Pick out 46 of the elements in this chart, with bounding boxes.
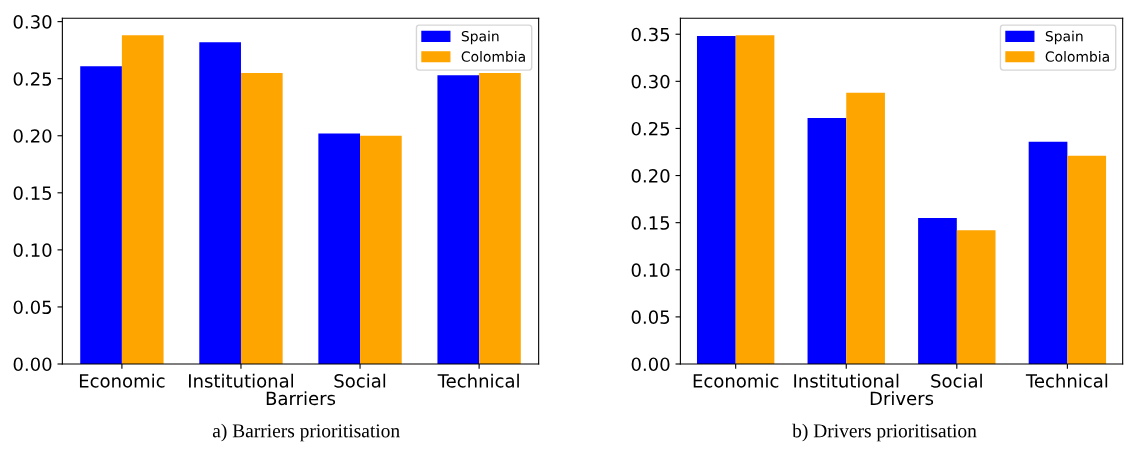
y-tick-label: 0.25 (631, 121, 670, 136)
y-tick-label: 0.05 (13, 300, 52, 315)
x-tick-label: Social (931, 373, 982, 388)
legend-label: Colombia (461, 51, 525, 62)
x-axis-title: Drivers (870, 391, 934, 406)
y-tick-label: 0.15 (13, 186, 52, 200)
y-tick-label: 0.10 (631, 263, 670, 277)
bar (437, 75, 480, 364)
bar (735, 35, 775, 364)
y-tick-label: 0.00 (631, 357, 670, 372)
x-axis-title: Barriers (266, 391, 336, 406)
bar (696, 36, 736, 364)
y-tick-label: 0.30 (13, 15, 52, 29)
bar (121, 35, 164, 364)
bar (918, 217, 957, 364)
bar (807, 118, 847, 364)
y-tick-label: 0.10 (13, 243, 52, 257)
text: b) Drivers prioritisation (792, 423, 977, 442)
x-tick-label: Institutional (794, 373, 899, 388)
bar (80, 66, 122, 364)
legend-label: Spain (1045, 30, 1083, 45)
y-tick-label: 0.20 (13, 129, 52, 143)
x-tick-label: Economic (79, 373, 165, 388)
bar (199, 42, 241, 364)
bar (318, 133, 361, 364)
legend-label: Colombia (1045, 51, 1109, 62)
x-tick-label: Technical (437, 373, 519, 388)
x-tick-label: Social (334, 373, 386, 388)
y-tick-label: 0.00 (13, 357, 52, 372)
bar (240, 72, 283, 364)
bar (360, 135, 402, 364)
y-tick-label: 0.30 (631, 74, 670, 89)
y-tick-label: 0.35 (631, 27, 670, 42)
bar (846, 92, 885, 364)
legend-label: Spain (461, 30, 499, 45)
y-tick-label: 0.15 (631, 216, 670, 230)
x-tick-label: Institutional (189, 373, 294, 388)
bar (1067, 155, 1107, 364)
y-tick-label: 0.25 (13, 72, 52, 86)
bar (1028, 141, 1068, 364)
text: a) Barriers prioritisation (212, 423, 400, 442)
x-tick-label: Technical (1025, 373, 1108, 388)
y-tick-label: 0.20 (631, 169, 670, 183)
bar (956, 230, 996, 364)
x-tick-label: Economic (693, 373, 779, 388)
y-tick-label: 0.05 (631, 310, 670, 324)
